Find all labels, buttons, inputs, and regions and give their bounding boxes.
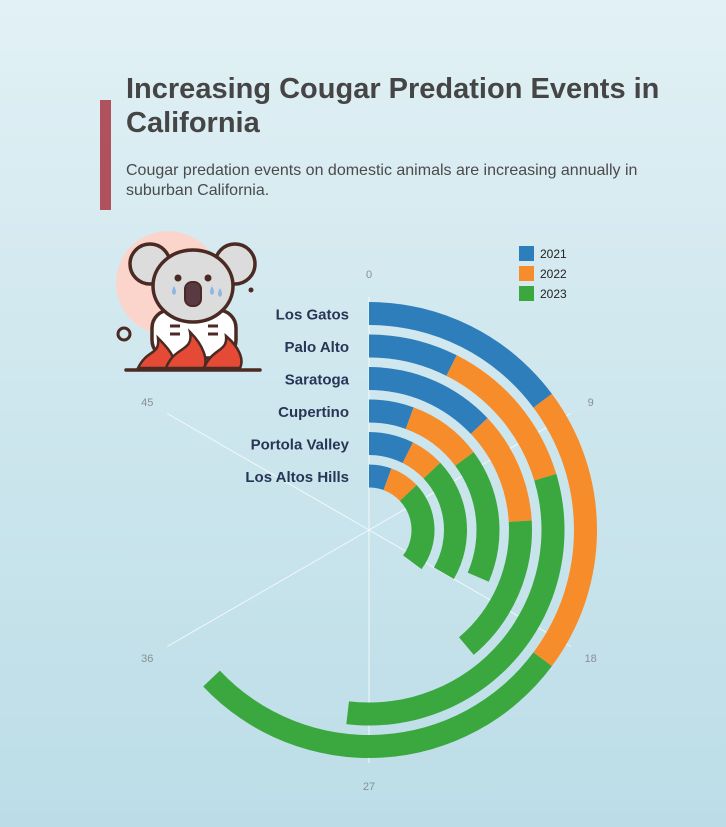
page-title: Increasing Cougar Predation Events in Ca… xyxy=(126,73,660,139)
tick-label: 18 xyxy=(585,653,597,665)
bar-segment xyxy=(446,355,557,481)
gridline xyxy=(166,413,370,531)
category-labels: Los Gatos Palo Alto Saratoga Cupertino Porto… xyxy=(245,307,349,487)
bar-segment xyxy=(383,468,417,501)
bar-segment xyxy=(369,367,488,434)
category-label: Portola Valley xyxy=(251,437,350,454)
bar-segment xyxy=(203,652,552,758)
bar-segment xyxy=(346,473,565,726)
category-label: Palo Alto xyxy=(285,339,349,356)
page-subtitle: Cougar predation events on domestic anim… xyxy=(126,162,638,199)
tick-label: 27 xyxy=(363,781,375,793)
bar-segment xyxy=(455,452,500,582)
radial-bars xyxy=(203,302,598,758)
legend-swatch xyxy=(519,246,534,261)
tick-label: 9 xyxy=(588,397,594,409)
bar-segment xyxy=(369,464,392,491)
tick-label: 36 xyxy=(141,653,153,665)
axis-tick-labels: 0 9 18 27 36 45 xyxy=(141,269,597,793)
chart-legend: 2021 2022 2023 xyxy=(519,246,567,301)
tick-label: 45 xyxy=(141,397,153,409)
legend-label: 2021 xyxy=(540,247,567,261)
tick-label: 0 xyxy=(366,269,372,281)
crying-koala-on-fire-icon xyxy=(116,231,262,372)
bar-segment xyxy=(470,418,532,522)
bar-segment xyxy=(458,520,532,655)
title-accent-bar xyxy=(100,100,111,210)
legend-swatch xyxy=(519,266,534,281)
bar-segment xyxy=(369,334,457,376)
legend-label: 2022 xyxy=(540,267,567,281)
category-label: Cupertino xyxy=(278,404,349,421)
bar-segment xyxy=(369,432,413,463)
bar-segment xyxy=(423,462,467,579)
bar-segment xyxy=(405,407,474,466)
bar-segment xyxy=(402,442,441,479)
category-label: Los Altos Hills xyxy=(245,469,349,486)
bar-segment xyxy=(369,302,552,408)
gridline xyxy=(166,529,370,647)
legend-swatch xyxy=(519,286,534,301)
category-label: Saratoga xyxy=(285,372,350,389)
bar-segment xyxy=(533,393,598,667)
legend-label: 2023 xyxy=(540,287,567,301)
bar-segment xyxy=(369,399,414,429)
category-label: Los Gatos xyxy=(276,307,349,324)
bar-segment xyxy=(399,485,435,570)
